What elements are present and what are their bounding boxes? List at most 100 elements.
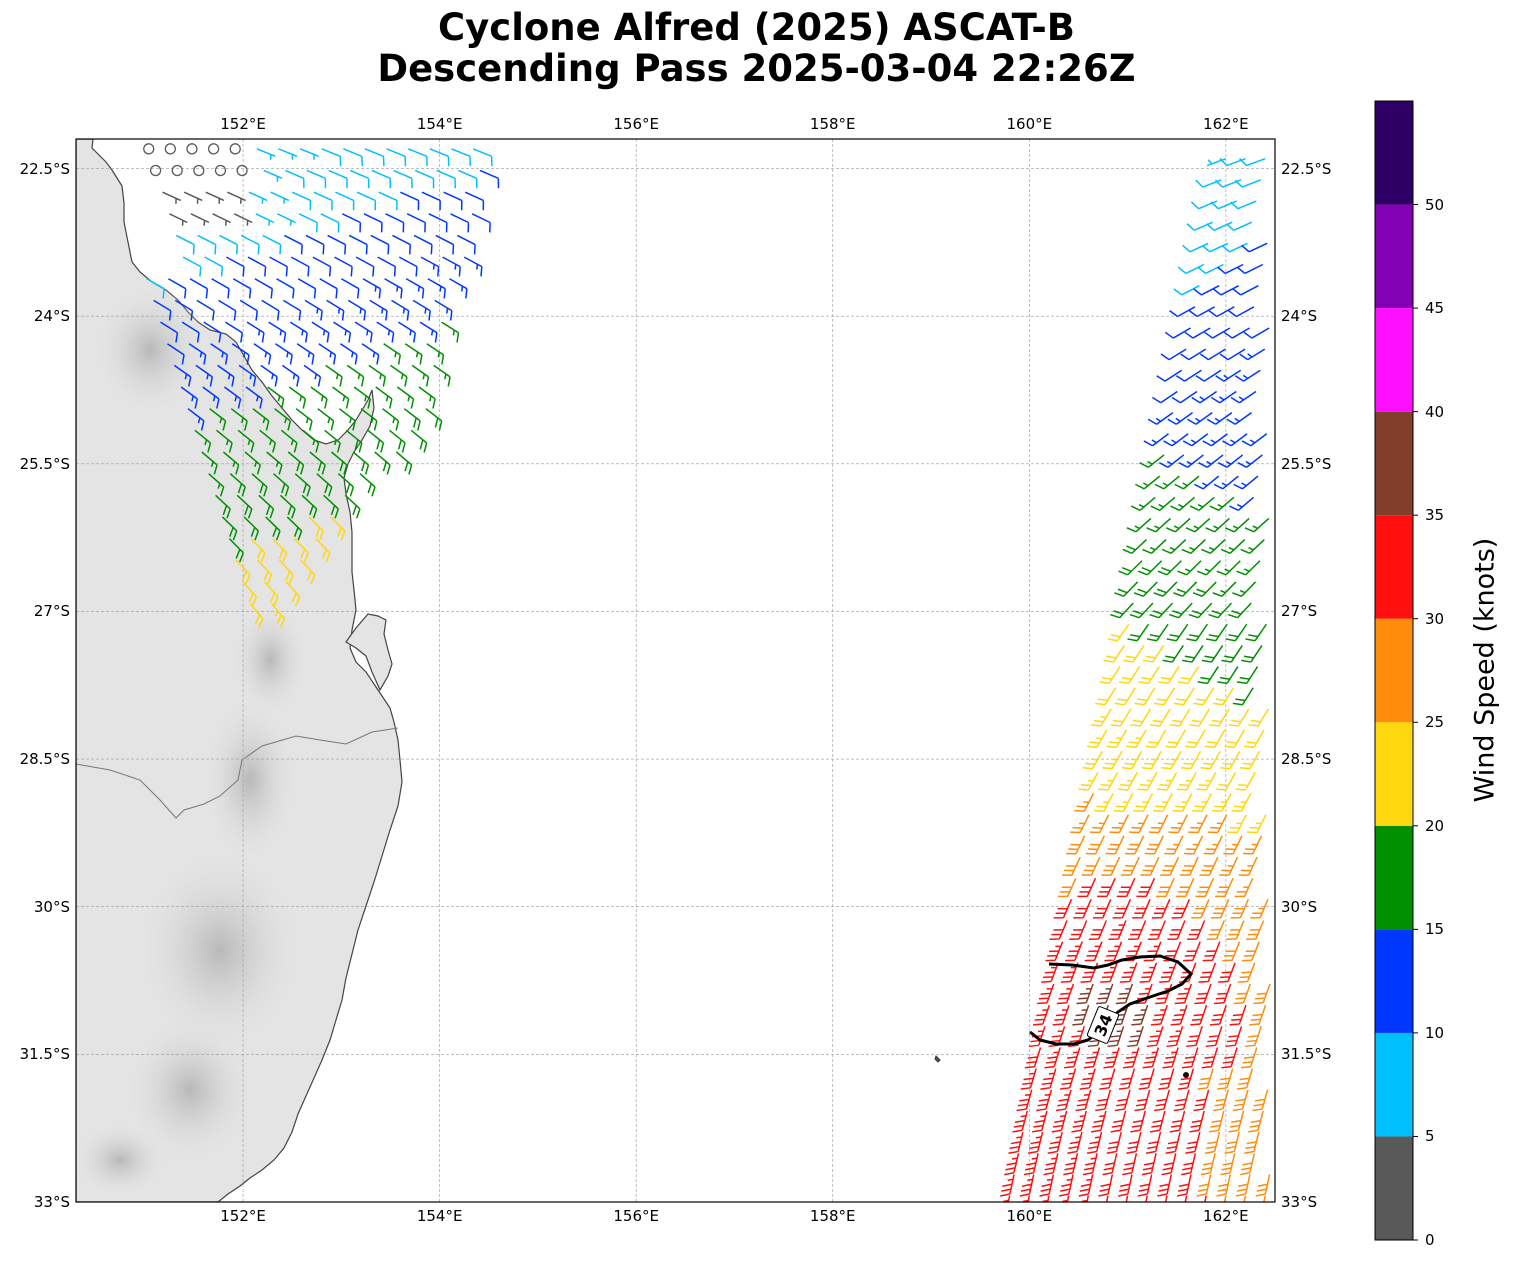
wind-barb [1163, 941, 1182, 962]
wind-barb [1085, 835, 1105, 855]
wind-barb [317, 408, 335, 431]
wind-barb [1161, 1153, 1177, 1176]
wind-barb [1192, 793, 1213, 813]
wind-barb [1056, 983, 1075, 1005]
wind-barb [391, 299, 410, 321]
wind-barb [458, 169, 478, 189]
wind-barb [1077, 877, 1097, 898]
wind-barb [405, 278, 425, 299]
wind-barb [201, 451, 218, 475]
wind-barb [346, 364, 365, 387]
wind-barb [1108, 920, 1127, 940]
wind-barb [1096, 983, 1114, 1005]
wind-barb [321, 148, 342, 167]
wind-barb [1188, 306, 1215, 318]
wind-barb [449, 278, 468, 299]
wind-barb [1188, 602, 1213, 619]
wind-barb [363, 213, 383, 233]
lon-tick-label-top: 156°E [613, 115, 659, 133]
wind-barb [433, 364, 451, 387]
wind-barb [1221, 1047, 1238, 1069]
wind-barb [1230, 390, 1257, 404]
wind-barb [1237, 454, 1263, 468]
wind-barb [1166, 623, 1189, 642]
wind-barb [1160, 856, 1180, 876]
wind-barb [1255, 1174, 1271, 1197]
wind-barb [1235, 772, 1256, 791]
wind-barb [1123, 644, 1145, 663]
wind-barb [1191, 390, 1218, 404]
lon-tick-label-top: 158°E [809, 115, 856, 133]
wind-barb [310, 386, 328, 409]
wind-barb [260, 364, 278, 387]
wind-barb [1197, 666, 1219, 685]
wind-barb [1040, 1068, 1057, 1090]
wind-barb [284, 234, 303, 255]
wind-barb [1201, 242, 1229, 253]
wind-barb [171, 164, 183, 177]
wind-barb [1219, 348, 1246, 361]
wind-barb [1069, 920, 1088, 940]
wind-barb [1134, 1089, 1151, 1112]
wind-barb [1073, 899, 1092, 919]
colorbar-tick-label: 50 [1425, 195, 1445, 214]
wind-barb [436, 169, 456, 189]
wind-barb [1206, 920, 1225, 940]
wind-barb [285, 169, 305, 189]
wind-barb [1221, 644, 1243, 663]
wind-barb [1232, 1089, 1249, 1112]
wind-barb [254, 278, 273, 299]
wind-barb [1200, 1153, 1216, 1176]
wind-barb [1114, 687, 1136, 706]
wind-barb [247, 256, 267, 277]
colorbar-label: Wind Speed (knots) [1469, 537, 1501, 803]
wind-barb [1173, 581, 1198, 597]
wind-barb [1216, 772, 1237, 791]
wind-barb [251, 473, 268, 497]
wind-barb [1209, 1004, 1227, 1026]
colorbar-bin [1375, 618, 1413, 723]
wind-barb [1138, 666, 1160, 685]
wind-barb [1187, 920, 1206, 940]
wind-barb [1095, 687, 1117, 706]
wind-barb [1216, 560, 1241, 576]
wind-barb [309, 451, 326, 475]
gridlines [76, 139, 1275, 1202]
wind-barb [238, 364, 257, 387]
wind-barb [376, 321, 395, 343]
wind-barb [319, 278, 338, 299]
wind-barb [330, 516, 346, 541]
wind-barb [237, 429, 255, 453]
wind-barb [218, 299, 237, 321]
wind-barb [1049, 920, 1068, 940]
wind-barb [1063, 1153, 1079, 1176]
wind-barb [153, 299, 172, 321]
wind-barb [315, 538, 331, 563]
wind-barb [287, 451, 305, 475]
wind-barb [1146, 623, 1169, 642]
wind-barb [1167, 920, 1186, 940]
wind-barb [146, 278, 165, 299]
wind-barb [1224, 729, 1245, 749]
wind-barb [1236, 1068, 1254, 1090]
wind-barb [1173, 1089, 1190, 1112]
wind-barb [229, 473, 246, 497]
wind-barb [1162, 1047, 1179, 1069]
wind-barb [1048, 1026, 1066, 1048]
wind-barb [1151, 899, 1171, 919]
wind-barb [348, 234, 368, 255]
wind-barb [252, 408, 270, 431]
wind-barb [352, 451, 370, 475]
wind-barb [1057, 877, 1077, 898]
wind-barb [1068, 1026, 1085, 1048]
wind-barb [1152, 390, 1178, 404]
wind-barb [1092, 899, 1112, 919]
wind-barb [1169, 306, 1196, 318]
wind-barb [406, 213, 426, 233]
wind-barb [1228, 1110, 1245, 1133]
wind-barb [1047, 1131, 1063, 1155]
wind-barb [239, 299, 259, 321]
wind-barb [364, 148, 385, 167]
wind-barb [266, 451, 283, 475]
wind-barb [1248, 1110, 1264, 1133]
